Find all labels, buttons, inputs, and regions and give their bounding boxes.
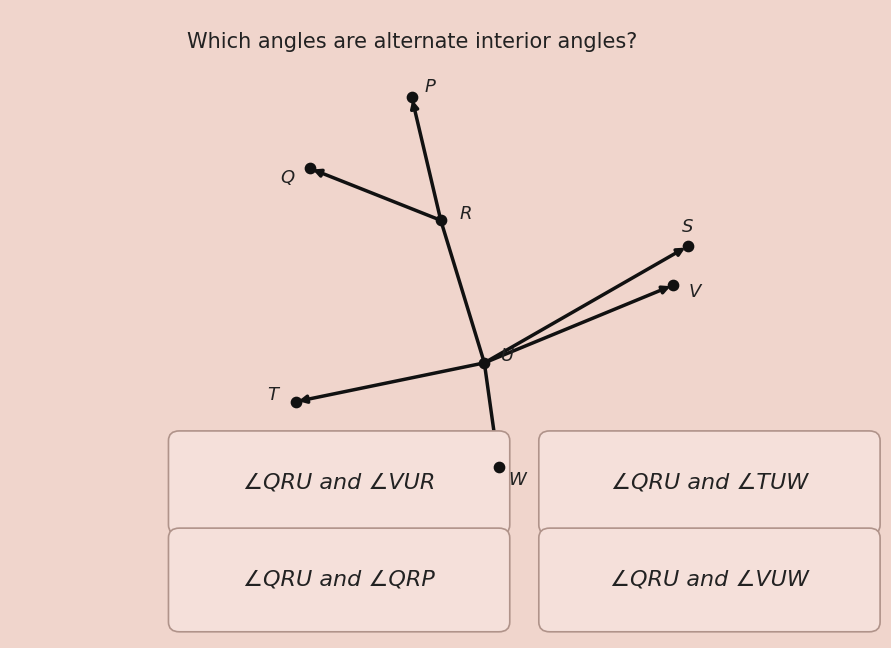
Text: Q: Q — [280, 169, 294, 187]
Text: ∠QRU and ∠VUR: ∠QRU and ∠VUR — [243, 473, 436, 492]
Text: Which angles are alternate interior angles?: Which angles are alternate interior angl… — [186, 32, 637, 52]
Point — [681, 241, 695, 251]
Text: R: R — [460, 205, 472, 223]
Text: V: V — [689, 283, 701, 301]
Text: ∠QRU and ∠TUW: ∠QRU and ∠TUW — [611, 473, 808, 492]
Text: W: W — [508, 470, 526, 489]
FancyBboxPatch shape — [539, 431, 880, 535]
FancyBboxPatch shape — [168, 528, 510, 632]
Text: ∠QRU and ∠VUW: ∠QRU and ∠VUW — [610, 570, 809, 590]
FancyBboxPatch shape — [539, 528, 880, 632]
Point — [478, 358, 492, 368]
Text: S: S — [682, 218, 693, 236]
Point — [405, 92, 419, 102]
FancyBboxPatch shape — [168, 431, 510, 535]
Point — [434, 215, 448, 226]
Point — [666, 280, 681, 290]
Text: P: P — [424, 78, 436, 97]
Text: ∠QRU and ∠QRP: ∠QRU and ∠QRP — [243, 570, 435, 590]
Text: T: T — [266, 386, 278, 404]
Point — [303, 163, 317, 174]
Point — [289, 397, 303, 407]
Text: U: U — [501, 347, 514, 365]
Point — [492, 461, 506, 472]
